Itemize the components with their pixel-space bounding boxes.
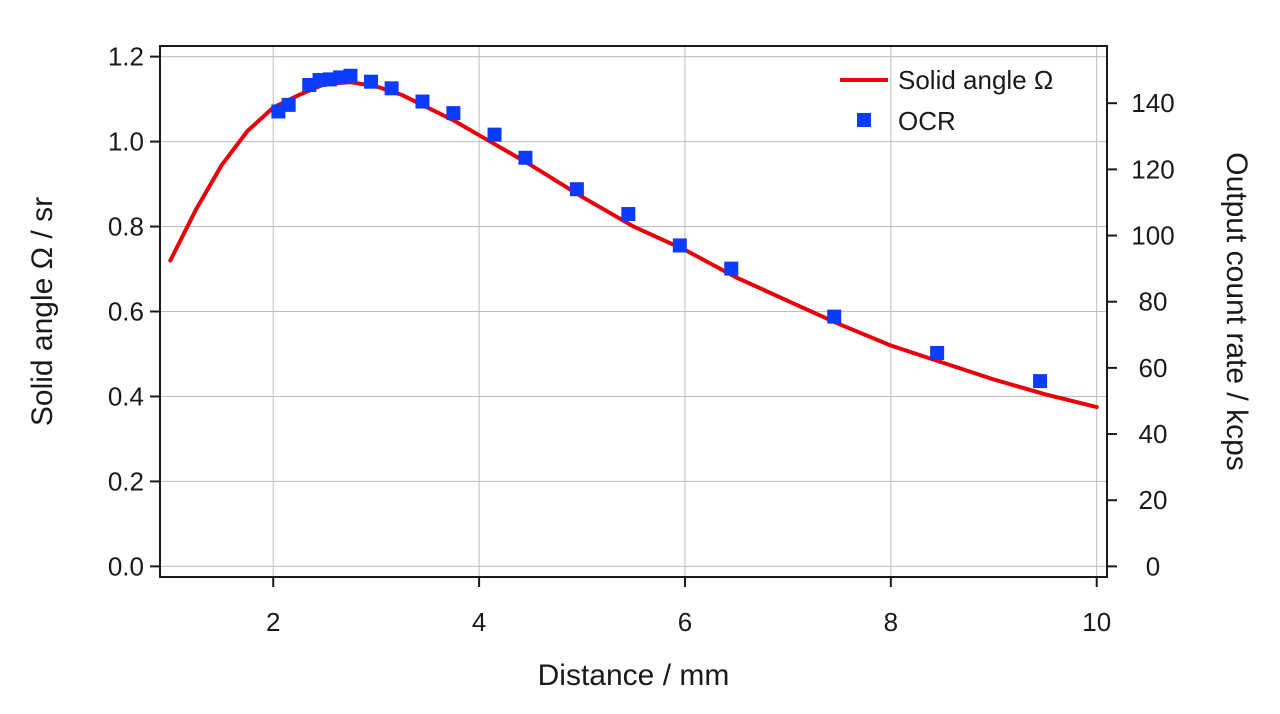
- y2-tick-label: 60: [1139, 353, 1168, 383]
- series-layer: [168, 68, 1099, 410]
- ocr-point: [343, 68, 358, 83]
- legend-swatch-ocr: [857, 113, 871, 127]
- ocr-point: [415, 94, 430, 109]
- y-axis-left: 0.0 0.2 0.4 0.6 0.8 1.0 1.2: [108, 42, 160, 581]
- ocr-point: [569, 182, 584, 197]
- x-tick-label: 2: [266, 607, 280, 637]
- x-tick-label: 4: [472, 607, 486, 637]
- ocr-point: [621, 207, 636, 222]
- legend-label-ocr: OCR: [898, 106, 956, 136]
- ocr-point: [1033, 374, 1048, 389]
- x-tick-label: 10: [1082, 607, 1111, 637]
- y2-tick-label: 140: [1131, 88, 1174, 118]
- y2-tick-label: 100: [1131, 221, 1174, 251]
- ocr-point: [518, 150, 533, 165]
- legend: Solid angle Ω OCR: [840, 65, 1053, 136]
- y2-axis-title: Output count rate / kcps: [1220, 152, 1253, 471]
- solid-angle-line: [168, 80, 1099, 410]
- ocr-point: [446, 106, 461, 121]
- y-tick-label: 0.0: [108, 551, 144, 581]
- y2-tick-label: 40: [1139, 419, 1168, 449]
- ocr-point: [487, 127, 502, 142]
- x-axis: 2 4 6 8 10: [266, 577, 1111, 637]
- ocr-point: [384, 81, 399, 96]
- ocr-point: [930, 345, 945, 360]
- x-axis-title: Distance / mm: [538, 659, 730, 692]
- ocr-point: [364, 74, 379, 89]
- y2-tick-label: 0: [1146, 551, 1160, 581]
- y-axis-title: Solid angle Ω / sr: [26, 197, 59, 426]
- x-tick-label: 8: [884, 607, 898, 637]
- y-tick-label: 0.2: [108, 466, 144, 496]
- y2-tick-label: 120: [1131, 154, 1174, 184]
- ocr-point: [724, 261, 739, 276]
- legend-label-solid-angle: Solid angle Ω: [898, 65, 1053, 95]
- ocr-point: [827, 309, 842, 324]
- ocr-point: [672, 238, 687, 253]
- y-tick-label: 1.2: [108, 42, 144, 72]
- ocr-point: [281, 97, 296, 112]
- y-axis-right: 0 20 40 60 80 100 120 140: [1107, 88, 1175, 581]
- y-tick-label: 0.6: [108, 297, 144, 327]
- y2-tick-label: 20: [1139, 485, 1168, 515]
- grid: [160, 46, 1107, 577]
- y-tick-label: 1.0: [108, 127, 144, 157]
- y2-tick-label: 80: [1139, 287, 1168, 317]
- y-tick-label: 0.8: [108, 212, 144, 242]
- x-tick-label: 6: [678, 607, 692, 637]
- y-tick-label: 0.4: [108, 381, 144, 411]
